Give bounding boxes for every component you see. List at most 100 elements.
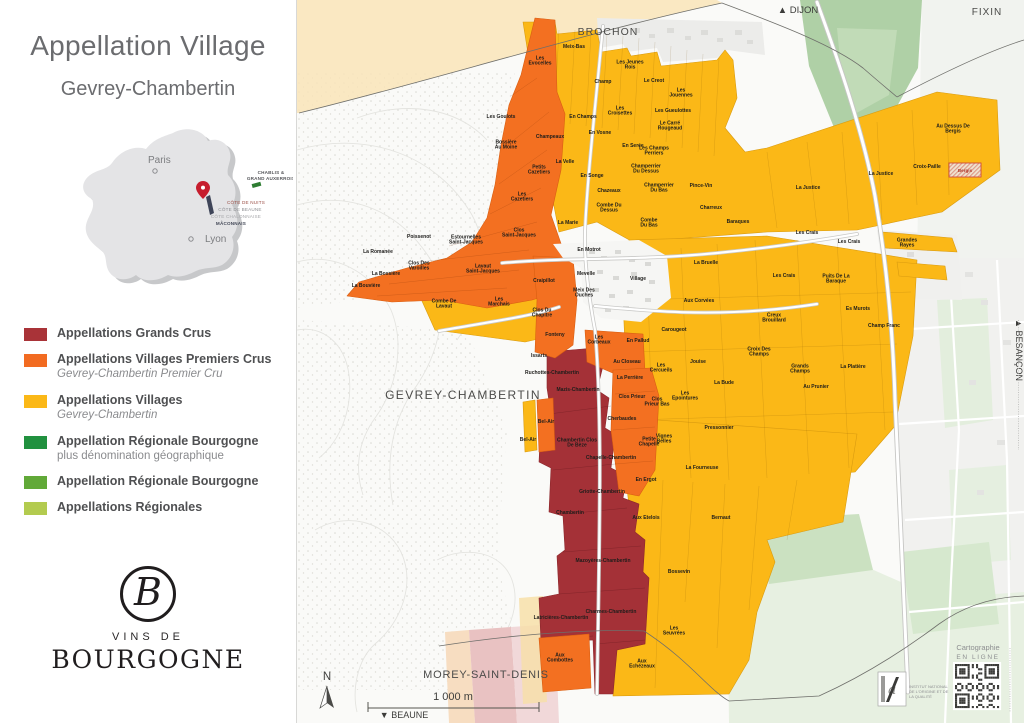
map-label: Jouise: [690, 359, 706, 365]
legend-swatch: [24, 476, 47, 490]
map-label: Grandes Rayes: [897, 237, 918, 248]
boundary-lines: [298, 2, 1024, 702]
map-label: Latricières-Chambertin: [534, 615, 589, 621]
legend-label: Appellation Régionale Bourgogne: [57, 474, 259, 489]
map-label: Bossière Au Moine: [495, 139, 518, 150]
map-label: En Ergot: [636, 477, 657, 483]
map-label: ▼ BEAUNE: [380, 710, 428, 720]
map-label: Petits Cazetiers: [528, 164, 550, 175]
legend: Appellations Grands Crus Appellations Vi…: [24, 326, 296, 516]
map-label: Ruchottes-Chambertin: [525, 370, 579, 376]
cote-dor-vineyard-mark: [206, 195, 214, 215]
legend-row: Appellations Villages Gevrey-Chambertin: [24, 393, 296, 423]
map-label: Bernaut: [712, 515, 731, 521]
logo-monogram: B: [134, 570, 162, 614]
page-title: Appellation Village: [30, 30, 266, 61]
map-label: Chambertin: [556, 510, 584, 516]
map-label: Lyon: [205, 234, 226, 245]
map-label: Poissenot: [407, 234, 431, 240]
parcel-labels: Meix-Bas Les Evocelles Champ Les Jeunes Rois L…: [352, 44, 970, 670]
map-label: Fonteny: [545, 332, 565, 338]
map-label: Combe De Lavaut: [432, 298, 457, 309]
qr-code: [953, 662, 1002, 711]
vins-de-bourgogne-logo: B VINS DE BOURGOGNE: [0, 566, 296, 674]
map-label: Les Crais: [773, 273, 796, 279]
map-label: La Justice: [869, 171, 894, 177]
map-label: GRAND AUXERROIS: [247, 176, 293, 181]
map-label: Puits De La Baraque: [822, 273, 849, 284]
map-label: Craipillot: [533, 278, 555, 284]
map-label: Clos Prieur: [619, 394, 646, 400]
fine-print-marks: [1009, 320, 1019, 712]
map-label: Les Cercueils: [650, 362, 673, 373]
map-label: Clos Saint-Jacques: [502, 227, 536, 238]
map-label: La Bossière: [372, 271, 401, 277]
cartographie-label: Cartographie: [956, 643, 999, 652]
map-label: Les Goulots: [487, 114, 516, 120]
logo-line1: VINS DE: [111, 631, 184, 643]
map-label: Baraques: [727, 219, 750, 225]
premier-cru-dividers: [376, 77, 656, 465]
bergis-label: Bergis: [958, 168, 973, 173]
map-label: CÔTE CHALONNAISE: [211, 213, 261, 219]
map-label: Creux Brouillard: [762, 312, 786, 323]
map-label: Le Carré Rougeaud: [658, 120, 682, 131]
map-label: Les Crais: [838, 239, 861, 245]
map-label: ▲ DIJON: [778, 5, 819, 16]
legend-label: Appellations Grands Crus: [57, 326, 212, 340]
inao-line-1: DE L'ORIGINE ET DE: [909, 689, 949, 694]
map-label: Au Prunier: [803, 384, 829, 390]
bergis-highlight: Bergis: [948, 162, 982, 178]
legend-row: Appellation Régionale Bourgogne: [24, 474, 296, 490]
map-label: Meix-Bas: [563, 44, 585, 50]
legend-row: Appellations Grands Crus: [24, 326, 296, 341]
direction-labels: ▲ DIJON ▼ BEAUNE ▲ BESANÇON: [380, 5, 1024, 720]
map-label: Aux Etelois: [632, 515, 659, 521]
map-label: Le Creot: [644, 78, 665, 84]
inao-line-0: INSTITUT NATIONAL: [909, 684, 949, 689]
map-label: Griotte-Chambertin: [579, 489, 625, 495]
map-label: Les Gueulottes: [655, 108, 691, 114]
map-label: La Velle: [556, 159, 575, 165]
map-label: Pressonnier: [705, 425, 734, 431]
map-label: Pince-Vin: [690, 183, 713, 189]
map-label: Bel-Air: [520, 437, 536, 443]
map-label: Cherbaudes: [608, 416, 637, 422]
legend-swatch: [24, 435, 47, 449]
legend-row: Appellations Régionales: [24, 500, 296, 516]
map-label: Au Closeau: [613, 359, 641, 365]
map-label: Aux Corvées: [684, 298, 715, 304]
town-labels: BROCHON GEVREY-CHAMBERTIN MOREY-SAINT-DENI…: [385, 7, 1003, 681]
chablis-vineyard-mark: [251, 181, 262, 188]
france-locator-map: Paris Lyon CHABLIS & GRAND AUXERROIS CÔTE D…: [78, 123, 296, 300]
map-label: En Champs: [569, 114, 597, 120]
map-label: Les Jeunes Rois: [616, 59, 643, 70]
map-label: Mazis-Chambertin: [556, 387, 599, 393]
map-label: Es Murots: [846, 306, 870, 312]
inao-line-2: LA QUALITÉ: [909, 694, 932, 699]
map-label: Issarts: [531, 353, 547, 359]
map-label: La Fourneuse: [686, 465, 719, 471]
pin-dot: [201, 185, 205, 190]
map-label: Estournelles Saint-Jacques: [449, 234, 483, 245]
map-label: La Bouvière: [352, 283, 381, 289]
page-subtitle: Gevrey-Chambertin: [60, 78, 236, 100]
sidebar: Appellation Village Gevrey-Chambertin Pa…: [0, 0, 297, 723]
map-label: La Bruelle: [694, 260, 718, 266]
map-label: Bel-Air: [538, 419, 554, 425]
map-label: En Pallud: [627, 338, 650, 344]
grands-crus-areas: [538, 347, 650, 695]
france-city-labels: Paris Lyon: [148, 155, 226, 245]
map-label: Meix Des Ouches: [573, 287, 595, 298]
map-label: Petite Chapelle: [639, 436, 660, 447]
map-label: La Marie: [558, 220, 579, 226]
legend-swatch: [24, 328, 47, 341]
credits: Cartographie EN LIGNE a INSTITUT NATIONA…: [877, 320, 1019, 712]
inao-logo: a: [877, 671, 907, 707]
map-label: ▲ BESANÇON: [1014, 319, 1024, 381]
roads: [437, 0, 911, 696]
legend-sublabel: plus dénomination géographique: [57, 449, 224, 462]
map-label: FIXIN: [972, 7, 1003, 18]
map-label: La Bude: [714, 380, 734, 386]
